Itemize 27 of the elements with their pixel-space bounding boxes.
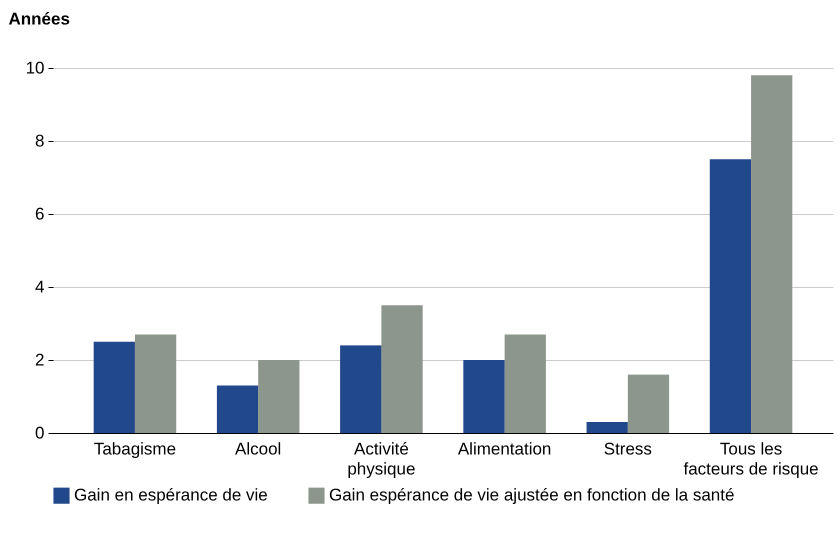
bar [258,360,300,433]
x-tick-label: Tous les facteurs de risque [683,440,819,478]
legend-label: Gain en espérance de vie [74,486,268,505]
bar [751,75,792,433]
y-axis-title: Années [8,10,70,28]
x-tick-label: Stress [604,440,652,458]
bar [504,334,546,433]
bar [628,374,670,433]
bar [94,342,135,433]
y-tick-label: 8 [35,132,44,150]
y-tick-label: 0 [35,424,44,442]
legend-label: Gain espérance de vie ajustée en fonction de la santé [329,486,734,505]
y-tick-label: 4 [35,278,44,296]
bar [381,305,423,433]
y-tick-label: 10 [26,58,44,78]
bar [216,386,258,433]
bar [463,360,505,433]
bar [340,345,382,433]
y-tick-label: 2 [35,350,44,370]
bar [710,159,752,433]
x-tick-label: Alimentation [458,440,552,458]
bar [134,334,176,433]
x-tick-label: Activité physique [347,440,416,478]
bar [586,422,628,433]
x-tick-label: Tabagisme [94,440,176,458]
x-tick-label: Alcool [235,440,282,458]
y-tick-label: 6 [35,204,44,224]
